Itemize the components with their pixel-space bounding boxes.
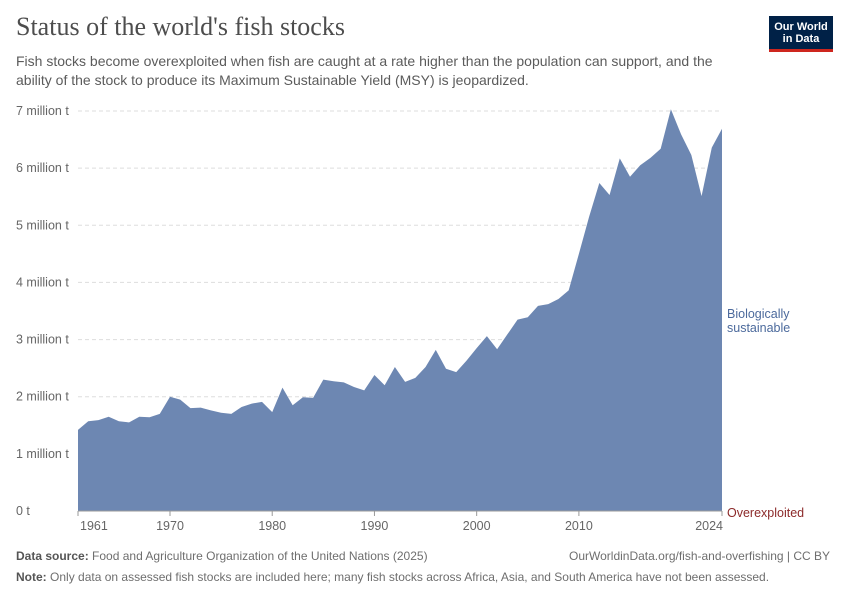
y-tick-label: 3 million t: [16, 333, 69, 347]
x-tick-label: 2024: [695, 519, 723, 533]
legend-label-sustainable: Biologically: [727, 307, 790, 321]
x-tick-label: 1970: [156, 519, 184, 533]
data-source-text[interactable]: Food and Agriculture Organization of the…: [92, 549, 428, 563]
logo-line-2: in Data: [782, 33, 820, 45]
owid-logo[interactable]: Our World in Data: [769, 16, 833, 52]
note: Note: Only data on assessed fish stocks …: [16, 570, 769, 584]
y-tick-label: 4 million t: [16, 275, 69, 289]
area-chart: 0 t 1 million t 2 million t 3 million t 4 mi…: [16, 104, 804, 533]
chart-subtitle: Fish stocks become overexploited when fi…: [16, 53, 713, 88]
y-tick-label: 5 million t: [16, 218, 69, 232]
y-tick-label: 2 million t: [16, 390, 69, 404]
x-tick-label: 2000: [463, 519, 491, 533]
y-tick-label: 7 million t: [16, 104, 69, 118]
chart-title: Status of the world's fish stocks: [16, 12, 345, 41]
y-tick-label: 6 million t: [16, 161, 69, 175]
logo-line-1: Our World: [774, 21, 828, 33]
data-source-label: Data source:: [16, 549, 89, 563]
data-source: Data source: Food and Agriculture Organi…: [16, 549, 428, 563]
legend-label-sustainable: sustainable: [727, 321, 790, 335]
legend-label-overexploited: Overexploited: [727, 506, 804, 520]
source-url[interactable]: OurWorldinData.org/fish-and-overfishing …: [569, 549, 830, 563]
y-tick-label: 0 t: [16, 504, 30, 518]
x-tick-label: 1961: [80, 519, 108, 533]
area-biologically-sustainable: [78, 109, 722, 511]
note-label: Note:: [16, 570, 47, 584]
note-text: Only data on assessed fish stocks are in…: [50, 570, 770, 584]
x-tick-label: 2010: [565, 519, 593, 533]
x-tick-label: 1990: [361, 519, 389, 533]
x-tick-label: 1980: [258, 519, 286, 533]
y-tick-label: 1 million t: [16, 447, 69, 461]
